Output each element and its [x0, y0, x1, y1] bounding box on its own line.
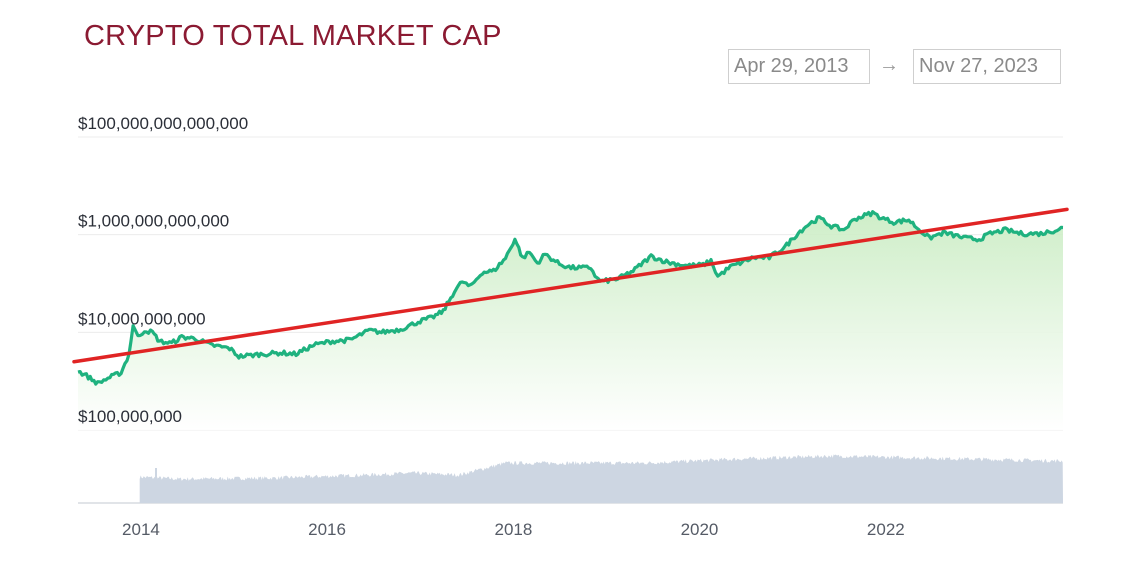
- x-axis-labels: 2014 2016 2018 2020 2022: [122, 520, 905, 539]
- trend-line-layer: [72, 207, 1069, 364]
- market-cap-area: [78, 211, 1063, 430]
- y-axis-labels: $100,000,000 $10,000,000,000 $1,000,000,00…: [78, 114, 248, 426]
- y-tick-label: $100,000,000,000,000: [78, 114, 248, 133]
- market-cap-line: [77, 210, 1064, 386]
- y-tick-label: $100,000,000: [78, 407, 182, 426]
- market-cap-line-layer: [77, 210, 1064, 386]
- x-tick-label: 2018: [494, 520, 532, 539]
- end-date-input[interactable]: Nov 27, 2023: [913, 49, 1061, 84]
- chart-title: CRYPTO TOTAL MARKET CAP: [84, 20, 502, 52]
- volume-area: [139, 454, 1063, 503]
- x-tick-label: 2022: [867, 520, 905, 539]
- y-tick-label: $1,000,000,000,000: [78, 212, 229, 231]
- trend-line: [72, 207, 1069, 364]
- start-date-input[interactable]: Apr 29, 2013: [728, 49, 870, 84]
- date-range-arrow: →: [879, 54, 899, 76]
- x-tick-label: 2020: [681, 520, 719, 539]
- y-tick-label: $10,000,000,000: [78, 309, 206, 328]
- x-tick-label: 2014: [122, 520, 160, 539]
- market-cap-area-fill: [78, 211, 1063, 430]
- volume-area-shape: [139, 454, 1063, 503]
- x-tick-label: 2016: [308, 520, 346, 539]
